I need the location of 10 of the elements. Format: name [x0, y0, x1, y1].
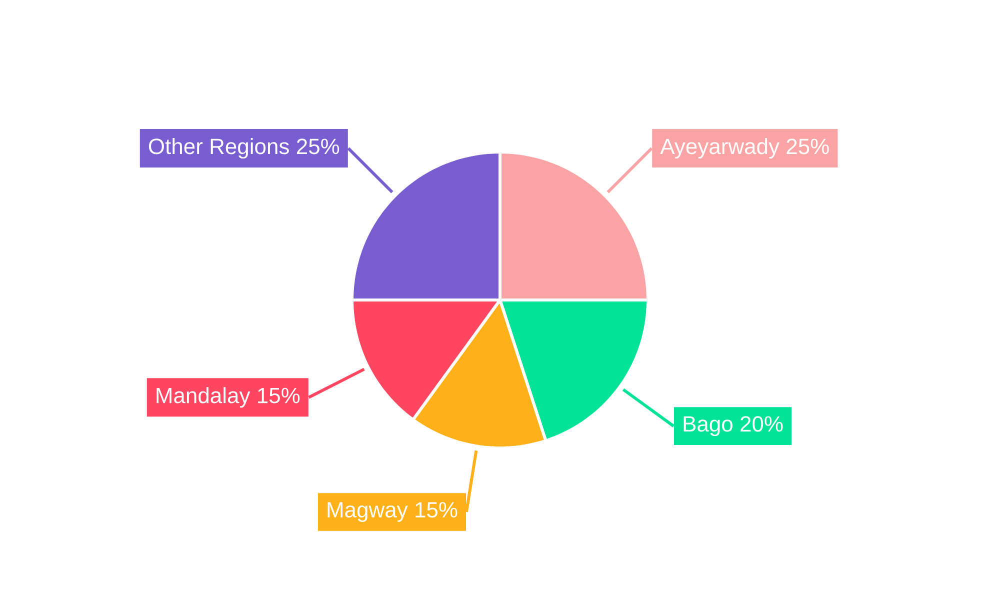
slice-label: Other Regions [148, 138, 289, 159]
slice-label: Ayeyarwady [660, 138, 780, 159]
data-label: 25% [296, 138, 340, 154]
slice-label: Magway [328, 502, 408, 522]
data-label: 15% [258, 388, 300, 404]
data-label: 15% [416, 502, 458, 518]
slice-label: Mandalay [156, 387, 250, 408]
slice-label: Bago [684, 416, 732, 436]
data-label: 25% [786, 138, 829, 154]
data-label: 20% [740, 416, 783, 432]
